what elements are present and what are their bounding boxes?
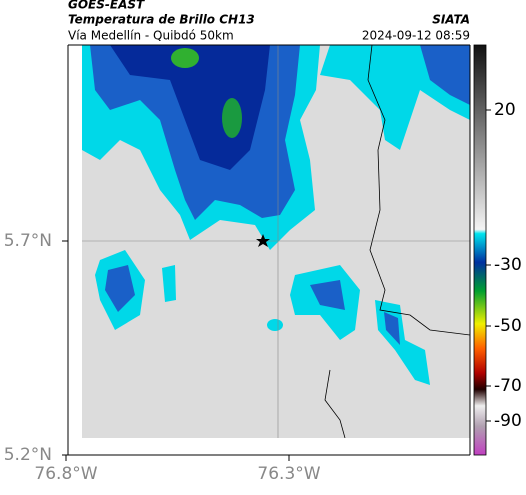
colorbar-tick-label: 20 (494, 100, 516, 120)
cloud (267, 319, 283, 331)
colorbar-tick-label: -70 (494, 376, 522, 396)
colorbar-tick-label: -30 (494, 255, 522, 275)
cloud (110, 45, 270, 170)
cloud (310, 280, 345, 310)
timestamp: 2024-09-12 08:59 (362, 29, 470, 43)
frame (67, 44, 471, 456)
region: Vía Medellín - Quibdó 50km (68, 29, 234, 43)
title: GOES-EAST (68, 0, 145, 12)
cloud (384, 312, 400, 345)
x-axis-label: 76.3°W (257, 464, 320, 484)
border (324, 45, 470, 438)
colorbar-tick-label: -90 (494, 411, 522, 431)
cloud (222, 98, 242, 138)
map (82, 45, 470, 438)
subtitle: Temperatura de Brillo CH13 (68, 13, 255, 27)
cloud (171, 48, 199, 68)
colorbar-ticks: 20 -30 -50 -70 -90 (486, 100, 522, 431)
cloud (162, 265, 176, 302)
source: SIATA (432, 13, 470, 27)
location-marker (256, 234, 270, 247)
y-axis-label: 5.2°N (4, 445, 52, 465)
colorbar (473, 44, 487, 456)
x-axis-label: 76.8°W (34, 464, 97, 484)
colorbar-tick-label: -50 (494, 316, 522, 336)
axes: 5.7°N 5.2°N76.8°W 76.3°W (4, 231, 321, 484)
header: GOES-EAST Temperatura de Brillo CH13 Vía… (68, 0, 470, 43)
cloud (420, 45, 470, 105)
cloud (105, 265, 135, 312)
y-axis-label: 5.7°N (4, 231, 52, 251)
